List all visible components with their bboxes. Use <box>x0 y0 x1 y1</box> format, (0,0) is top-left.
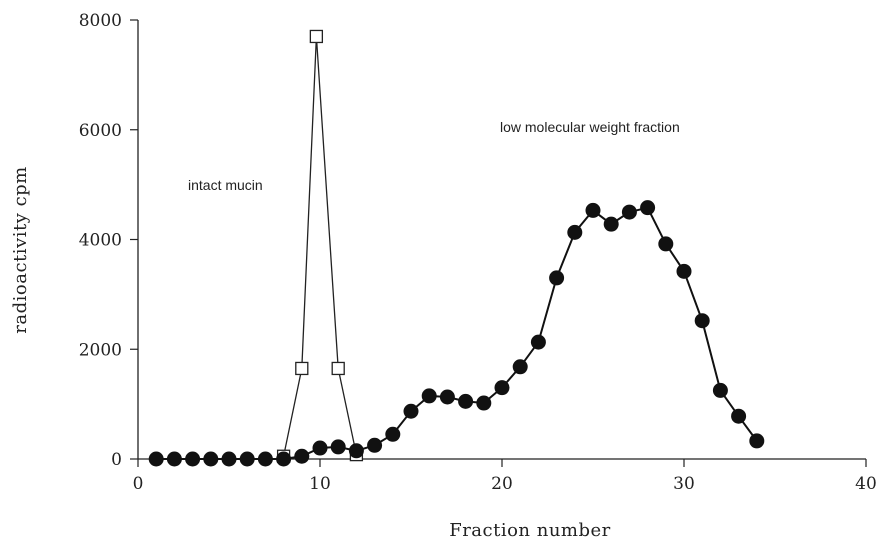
y-tick-label: 2000 <box>79 340 122 360</box>
y-axis-title: radioactivity cpm <box>10 166 31 333</box>
series-2 <box>148 200 765 467</box>
data-point <box>621 204 637 220</box>
data-point <box>439 389 455 405</box>
data-point <box>276 451 292 467</box>
data-point <box>603 216 619 232</box>
data-point <box>640 200 656 216</box>
data-point <box>403 403 419 419</box>
data-point <box>185 451 201 467</box>
data-point <box>549 270 565 286</box>
data-point <box>367 437 383 453</box>
series-line <box>282 36 358 457</box>
data-point <box>676 263 692 279</box>
data-point <box>712 382 728 398</box>
data-point <box>421 388 437 404</box>
data-point <box>749 433 765 449</box>
y-tick-label: 6000 <box>79 121 122 141</box>
data-point <box>694 313 710 329</box>
data-point <box>294 448 310 464</box>
y-tick-label: 0 <box>111 450 122 470</box>
data-point <box>530 334 546 350</box>
y-tick-label: 4000 <box>79 231 122 251</box>
data-point <box>312 440 328 456</box>
data-point <box>458 393 474 409</box>
data-point <box>239 451 255 467</box>
data-point <box>331 361 345 376</box>
ticks: 0 10 20 30 40 0 2000 4000 6000 8000 <box>79 11 877 494</box>
data-point <box>476 395 492 411</box>
data-point <box>257 451 273 467</box>
data-point <box>348 443 364 459</box>
series-line <box>156 206 758 460</box>
data-point <box>166 451 182 467</box>
data-point <box>148 451 164 467</box>
annotation-intact-mucin: intact mucin <box>188 177 263 193</box>
data-point <box>385 426 401 442</box>
data-point <box>731 408 747 424</box>
data-point <box>512 359 528 375</box>
x-tick-label: 0 <box>133 474 144 494</box>
data-point <box>567 224 583 240</box>
annotation-low-mw-fraction: low molecular weight fraction <box>500 119 680 135</box>
series-layer <box>148 29 765 467</box>
x-tick-label: 10 <box>309 474 331 494</box>
data-point <box>295 361 309 376</box>
x-tick-label: 20 <box>491 474 513 494</box>
data-point <box>330 439 346 455</box>
data-point <box>494 380 510 396</box>
data-point <box>221 451 237 467</box>
data-point <box>203 451 219 467</box>
data-point <box>585 202 601 218</box>
series-1 <box>276 29 364 463</box>
data-point <box>658 236 674 252</box>
x-tick-label: 40 <box>855 474 877 494</box>
data-point <box>309 29 324 44</box>
x-axis-title: Fraction number <box>449 520 611 541</box>
x-tick-label: 30 <box>673 474 695 494</box>
y-tick-label: 8000 <box>79 11 122 31</box>
